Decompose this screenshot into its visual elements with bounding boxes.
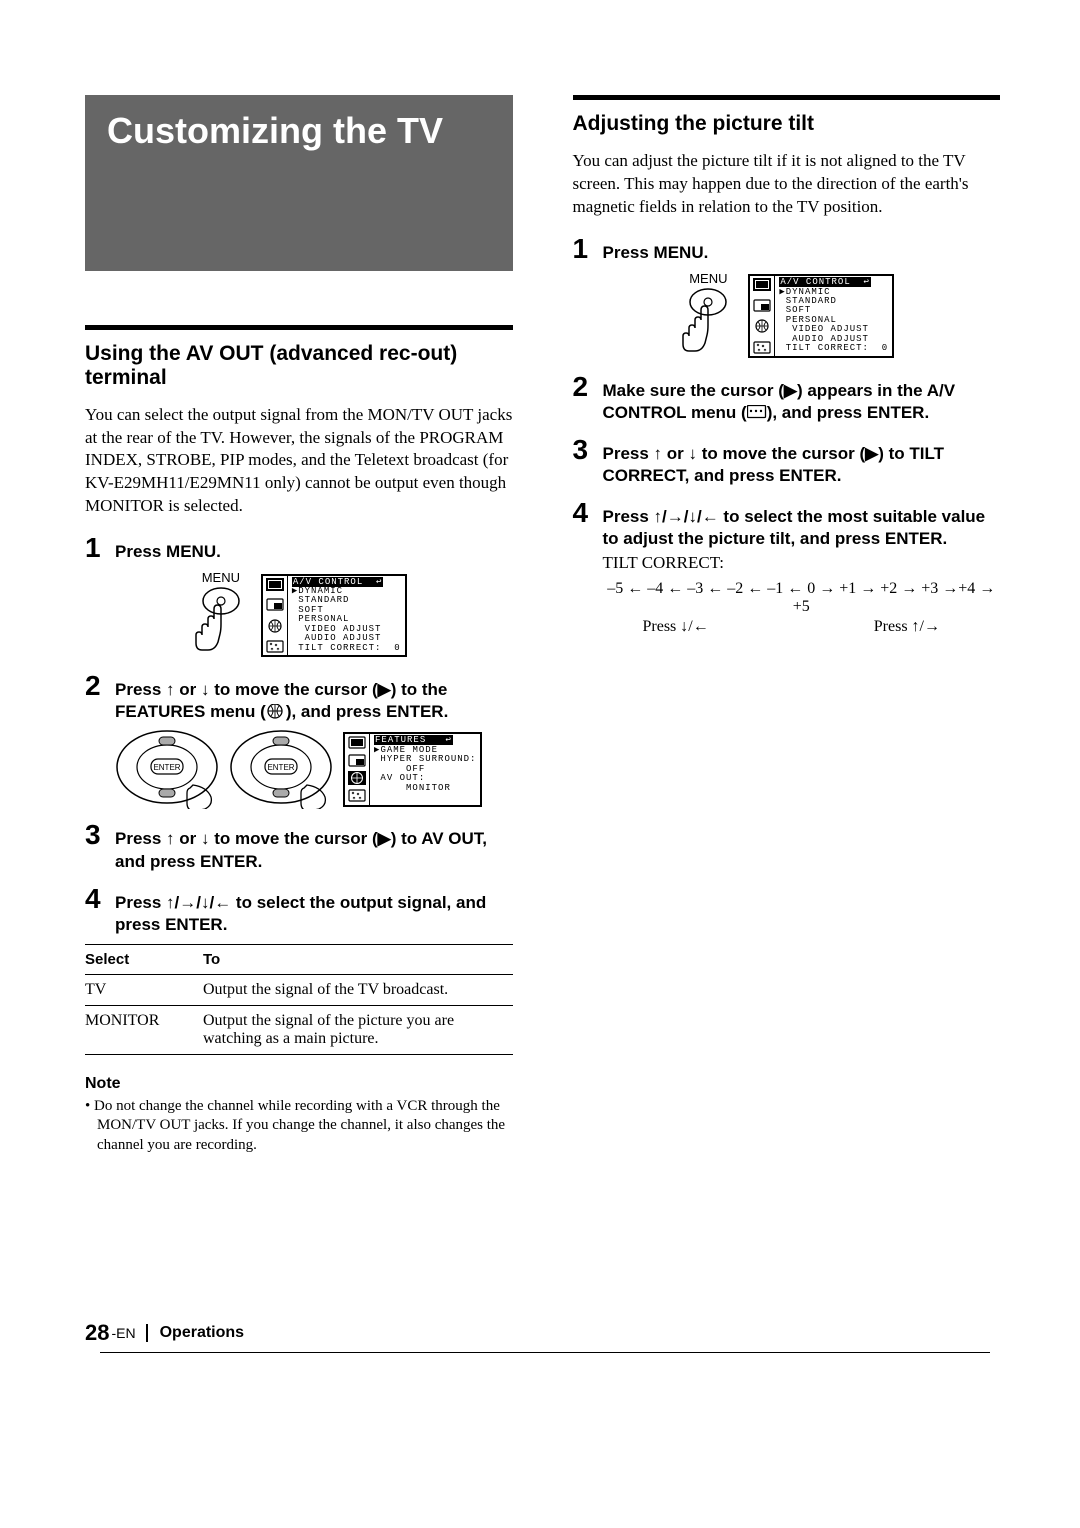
tilt-press-left: Press ↓/← — [643, 618, 709, 636]
table-cell: Output the signal of the picture you are… — [203, 1005, 513, 1054]
globe-icon — [266, 704, 286, 719]
osd-lines: A/V CONTROL ↩▶DYNAMIC STANDARD SOFT PERS… — [288, 576, 405, 656]
section-rule — [85, 325, 513, 330]
step-number: 1 — [85, 532, 115, 564]
right-step-3: 3 Press ↑ or ↓ to move the cursor (▶) to… — [573, 434, 1001, 487]
step-text: Press ↑/→/↓/← to select the output signa… — [115, 892, 513, 936]
tilt-press-right: Press ↑/→ — [874, 618, 940, 636]
right-intro: You can adjust the picture tilt if it is… — [573, 150, 1001, 219]
page-lang: -EN — [111, 1325, 135, 1341]
menu-label: MENU — [678, 271, 738, 286]
osd-globe-icon — [753, 319, 771, 333]
table-header: Select — [85, 944, 203, 974]
step-number: 1 — [573, 233, 603, 265]
osd-globe-icon — [266, 619, 284, 633]
step-number: 4 — [85, 883, 115, 915]
right-diagram-1: MENU A/V CONTROL ↩▶DYNAMIC STANDARD SOFT… — [573, 271, 1001, 361]
footer-section: Operations — [146, 1324, 244, 1342]
osd-pip-icon — [266, 598, 284, 611]
step-number: 3 — [85, 819, 115, 851]
footer-rule — [100, 1352, 990, 1353]
press-hand-icon — [191, 585, 251, 655]
table-cell: Output the signal of the TV broadcast. — [203, 974, 513, 1005]
osd-pip-icon — [348, 754, 366, 767]
press-hand-icon — [678, 286, 738, 356]
table-row: TVOutput the signal of the TV broadcast. — [85, 974, 513, 1005]
section-rule — [573, 95, 1001, 100]
step-number: 2 — [85, 670, 115, 702]
table-header: To — [203, 944, 513, 974]
right-step-2: 2 Make sure the cursor (▶) appears in th… — [573, 371, 1001, 424]
menu-label: MENU — [191, 570, 251, 585]
left-step-2: 2 Press ↑ or ↓ to move the cursor (▶) to… — [85, 670, 513, 723]
output-signal-table: Select To TVOutput the signal of the TV … — [85, 944, 513, 1055]
osd-lines: A/V CONTROL ↩▶DYNAMIC STANDARD SOFT PERS… — [775, 276, 892, 356]
step-text: Press ↑ or ↓ to move the cursor (▶) to t… — [115, 679, 513, 723]
step-number: 2 — [573, 371, 603, 403]
tv-icon — [747, 405, 767, 420]
right-step-4: 4 Press ↑/→/↓/← to select the most suita… — [573, 497, 1001, 574]
right-column: Adjusting the picture tilt You can adjus… — [573, 95, 1001, 1155]
left-step-4: 4 Press ↑/→/↓/← to select the output sig… — [85, 883, 513, 936]
left-intro: You can select the output signal from th… — [85, 404, 513, 519]
right-step-1: 1 Press MENU. — [573, 233, 1001, 265]
osd-pip-icon — [753, 299, 771, 312]
step-text: Press ↑ or ↓ to move the cursor (▶) to A… — [115, 828, 513, 872]
left-section-title: Using the AV OUT (advanced rec-out) term… — [85, 342, 513, 390]
remote-enter-icon — [229, 729, 333, 809]
remote-enter-icon — [115, 729, 219, 809]
step-text: Press ↑ or ↓ to move the cursor (▶) to T… — [603, 443, 1001, 487]
step-text: Make sure the cursor (▶) appears in the … — [603, 380, 1001, 424]
page-footer: 28 -EN Operations — [85, 1320, 244, 1346]
right-section-title: Adjusting the picture tilt — [573, 112, 1001, 136]
page-title: Customizing the TV — [107, 110, 443, 151]
tilt-press-row: Press ↓/← Press ↑/→ — [643, 618, 941, 636]
osd-tv-icon — [348, 736, 366, 749]
osd-lines: FEATURES ↩▶GAME MODE HYPER SURROUND: OFF… — [370, 734, 480, 804]
page-number: 28 — [85, 1320, 109, 1346]
step-text: Press MENU. — [603, 242, 709, 264]
step-number: 4 — [573, 497, 603, 529]
osd-snow-icon — [753, 341, 771, 354]
osd-av-control: A/V CONTROL ↩▶DYNAMIC STANDARD SOFT PERS… — [748, 274, 894, 358]
step-number: 3 — [573, 434, 603, 466]
step-main: Press ↑/→/↓/← to select the most suitabl… — [603, 507, 986, 548]
tilt-scale: –5 ← –4 ← –3 ← –2 ← –1 ← 0 → +1 → +2 → +… — [603, 580, 1001, 616]
osd-globe-icon — [348, 771, 366, 785]
osd-features: FEATURES ↩▶GAME MODE HYPER SURROUND: OFF… — [343, 732, 482, 806]
osd-snow-icon — [266, 640, 284, 653]
step-sub: TILT CORRECT: — [603, 552, 1001, 574]
step-text: Press MENU. — [115, 541, 221, 563]
step-text: Press ↑/→/↓/← to select the most suitabl… — [603, 506, 1001, 574]
table-cell: MONITOR — [85, 1005, 203, 1054]
table-cell: TV — [85, 974, 203, 1005]
page-title-box: Customizing the TV — [85, 95, 513, 271]
osd-snow-icon — [348, 789, 366, 802]
left-step-1: 1 Press MENU. — [85, 532, 513, 564]
table-row: MONITOROutput the signal of the picture … — [85, 1005, 513, 1054]
osd-tv-icon — [753, 278, 771, 291]
note-title: Note — [85, 1075, 513, 1093]
left-diagram-1: MENU A/V CONTROL ↩▶DYNAMIC STANDARD SOFT… — [85, 570, 513, 660]
note-body: • Do not change the channel while record… — [85, 1097, 513, 1156]
osd-av-control: A/V CONTROL ↩▶DYNAMIC STANDARD SOFT PERS… — [261, 574, 407, 658]
osd-tv-icon — [266, 578, 284, 591]
left-column: Customizing the TV Using the AV OUT (adv… — [85, 95, 513, 1155]
left-step-3: 3 Press ↑ or ↓ to move the cursor (▶) to… — [85, 819, 513, 872]
left-diagram-2: FEATURES ↩▶GAME MODE HYPER SURROUND: OFF… — [85, 729, 513, 809]
